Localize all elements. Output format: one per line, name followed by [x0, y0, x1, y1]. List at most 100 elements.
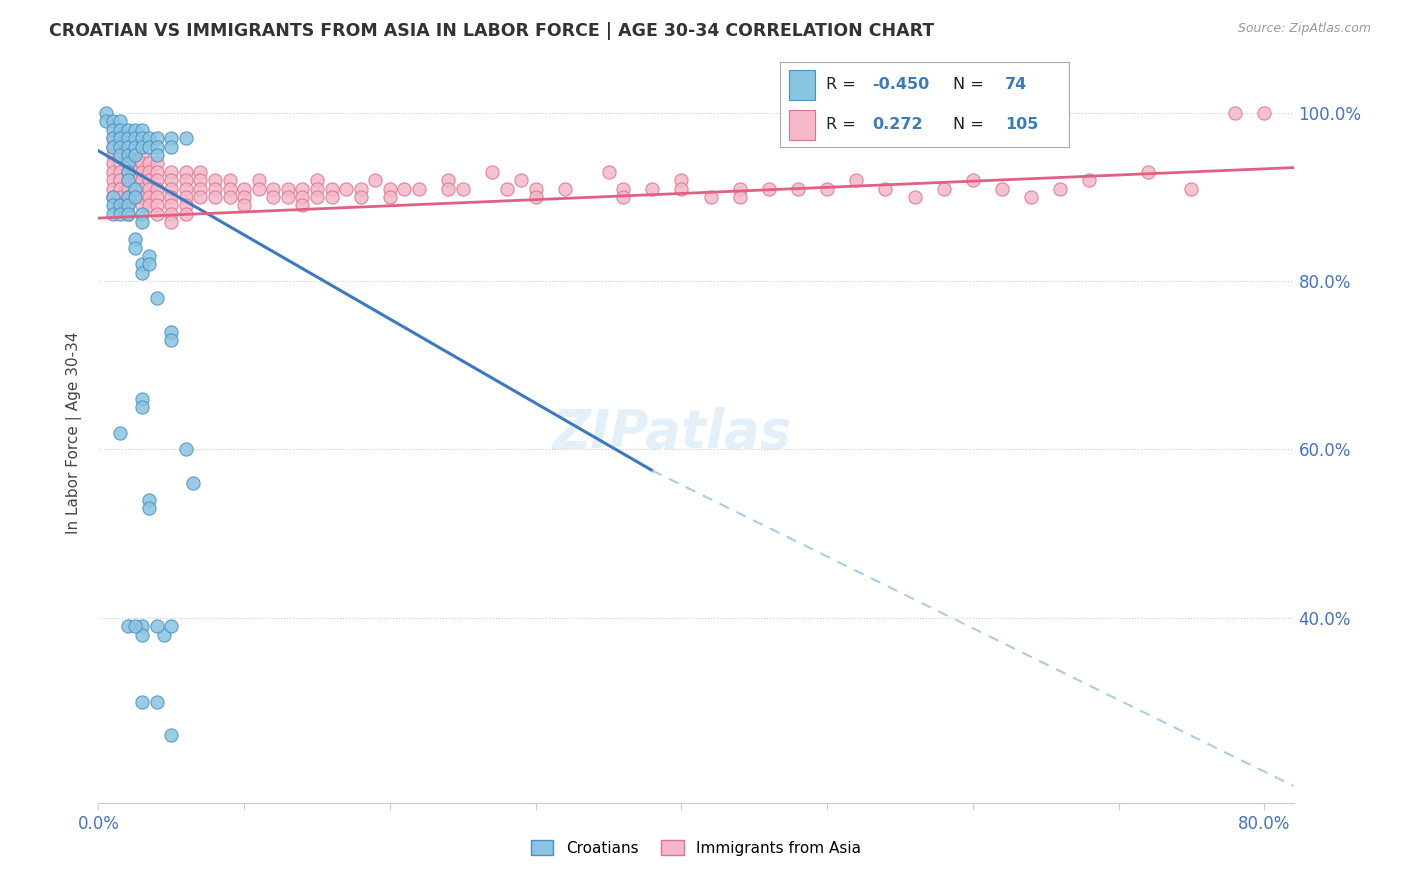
Point [145, 207, 167, 221]
Point [1180, 181, 1202, 195]
Point [110, 198, 132, 212]
Point [117, 173, 139, 187]
Point [160, 139, 183, 153]
Point [815, 181, 838, 195]
Point [101, 148, 124, 162]
Point [321, 181, 343, 195]
Point [160, 198, 183, 212]
Point [145, 291, 167, 305]
Point [145, 156, 167, 170]
Point [153, 627, 176, 641]
Point [110, 207, 132, 221]
Point [218, 181, 240, 195]
Point [1253, 106, 1275, 120]
Point [787, 181, 810, 195]
Point [364, 173, 387, 187]
Point [101, 122, 124, 136]
Point [671, 173, 693, 187]
Point [699, 190, 721, 204]
Point [903, 190, 925, 204]
Point [758, 181, 780, 195]
Point [101, 207, 124, 221]
Point [277, 181, 299, 195]
Point [117, 165, 139, 179]
Point [131, 190, 153, 204]
Point [524, 181, 547, 195]
Point [160, 619, 183, 633]
Point [138, 257, 160, 271]
Point [138, 139, 160, 153]
Point [131, 266, 153, 280]
Point [117, 207, 139, 221]
Point [101, 190, 124, 204]
Point [124, 181, 146, 195]
Point [145, 198, 167, 212]
Point [728, 181, 751, 195]
Point [138, 131, 160, 145]
Point [94, 106, 117, 120]
Point [1225, 106, 1247, 120]
Point [190, 181, 212, 195]
Point [110, 122, 132, 136]
Point [145, 148, 167, 162]
Point [160, 190, 183, 204]
Point [124, 139, 146, 153]
Point [117, 190, 139, 204]
Point [101, 139, 124, 153]
Point [117, 198, 139, 212]
Point [124, 148, 146, 162]
Text: 105: 105 [1005, 117, 1039, 132]
Point [117, 139, 139, 153]
Point [305, 173, 328, 187]
Point [117, 190, 139, 204]
Point [305, 190, 328, 204]
Text: ZIPatlas: ZIPatlas [553, 407, 792, 458]
Point [277, 190, 299, 204]
Point [101, 173, 124, 187]
Point [117, 148, 139, 162]
Point [131, 148, 153, 162]
Point [160, 207, 183, 221]
Point [437, 181, 460, 195]
Point [110, 131, 132, 145]
Point [117, 173, 139, 187]
Point [612, 181, 634, 195]
Point [204, 190, 226, 204]
Text: -0.450: -0.450 [873, 78, 929, 93]
Point [190, 190, 212, 204]
Point [218, 173, 240, 187]
Text: N =: N = [953, 117, 990, 132]
Point [145, 619, 167, 633]
Point [101, 181, 124, 195]
Point [247, 173, 270, 187]
Point [174, 442, 197, 457]
Point [437, 173, 460, 187]
Point [117, 207, 139, 221]
Point [554, 181, 576, 195]
Point [117, 148, 139, 162]
Point [138, 198, 160, 212]
Point [131, 215, 153, 229]
Point [174, 165, 197, 179]
Point [131, 165, 153, 179]
Point [138, 249, 160, 263]
Point [131, 131, 153, 145]
Point [124, 232, 146, 246]
Point [160, 181, 183, 195]
Point [124, 156, 146, 170]
Point [101, 165, 124, 179]
Point [181, 476, 204, 491]
Point [145, 165, 167, 179]
Text: 0.272: 0.272 [873, 117, 924, 132]
Point [510, 173, 533, 187]
Point [101, 131, 124, 145]
Point [174, 198, 197, 212]
Point [451, 181, 474, 195]
Point [124, 181, 146, 195]
Y-axis label: In Labor Force | Age 30-34: In Labor Force | Age 30-34 [66, 331, 83, 534]
Point [190, 165, 212, 179]
Point [138, 190, 160, 204]
Point [350, 181, 373, 195]
Point [262, 190, 284, 204]
Point [481, 165, 503, 179]
